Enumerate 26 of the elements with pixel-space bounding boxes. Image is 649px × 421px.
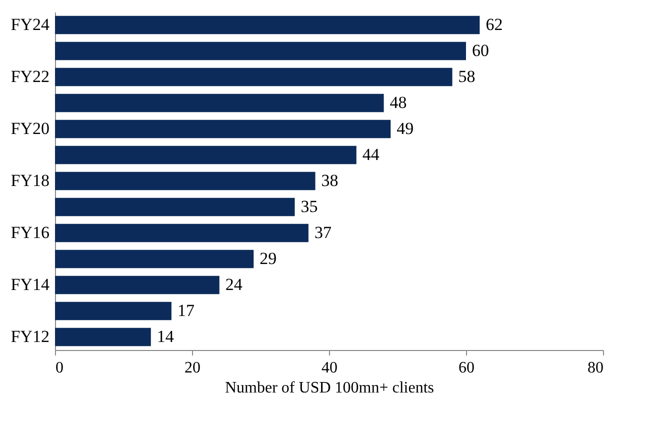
x-axis-title: Number of USD 100mn+ clients: [225, 380, 434, 396]
y-tick-label: FY22: [10, 67, 50, 86]
data-label: 35: [300, 197, 318, 216]
data-label: 58: [458, 67, 476, 86]
data-label: 60: [472, 41, 489, 60]
y-tick-label: FY24: [10, 15, 50, 34]
y-tick-label: FY18: [10, 171, 50, 190]
data-label: 44: [362, 145, 380, 164]
x-tick-label: 0: [56, 360, 64, 376]
data-label: 48: [390, 93, 407, 112]
y-tick-label: FY16: [10, 223, 50, 242]
data-label: 29: [260, 249, 277, 268]
data-label: 24: [225, 275, 243, 294]
y-tick-label: FY14: [10, 275, 50, 294]
data-label: 49: [396, 119, 414, 138]
data-label: 14: [156, 327, 174, 346]
data-label: 17: [177, 301, 195, 320]
data-label: 37: [314, 223, 332, 242]
x-tick-label: 80: [588, 360, 604, 376]
x-tick-label: 60: [458, 360, 474, 376]
x-tick-label: 20: [184, 360, 200, 376]
y-tick-label: FY12: [10, 327, 50, 346]
x-tick-label: 40: [322, 360, 338, 376]
data-label: 38: [321, 171, 338, 190]
y-tick-label: FY20: [10, 119, 50, 138]
data-label: 62: [486, 15, 503, 34]
